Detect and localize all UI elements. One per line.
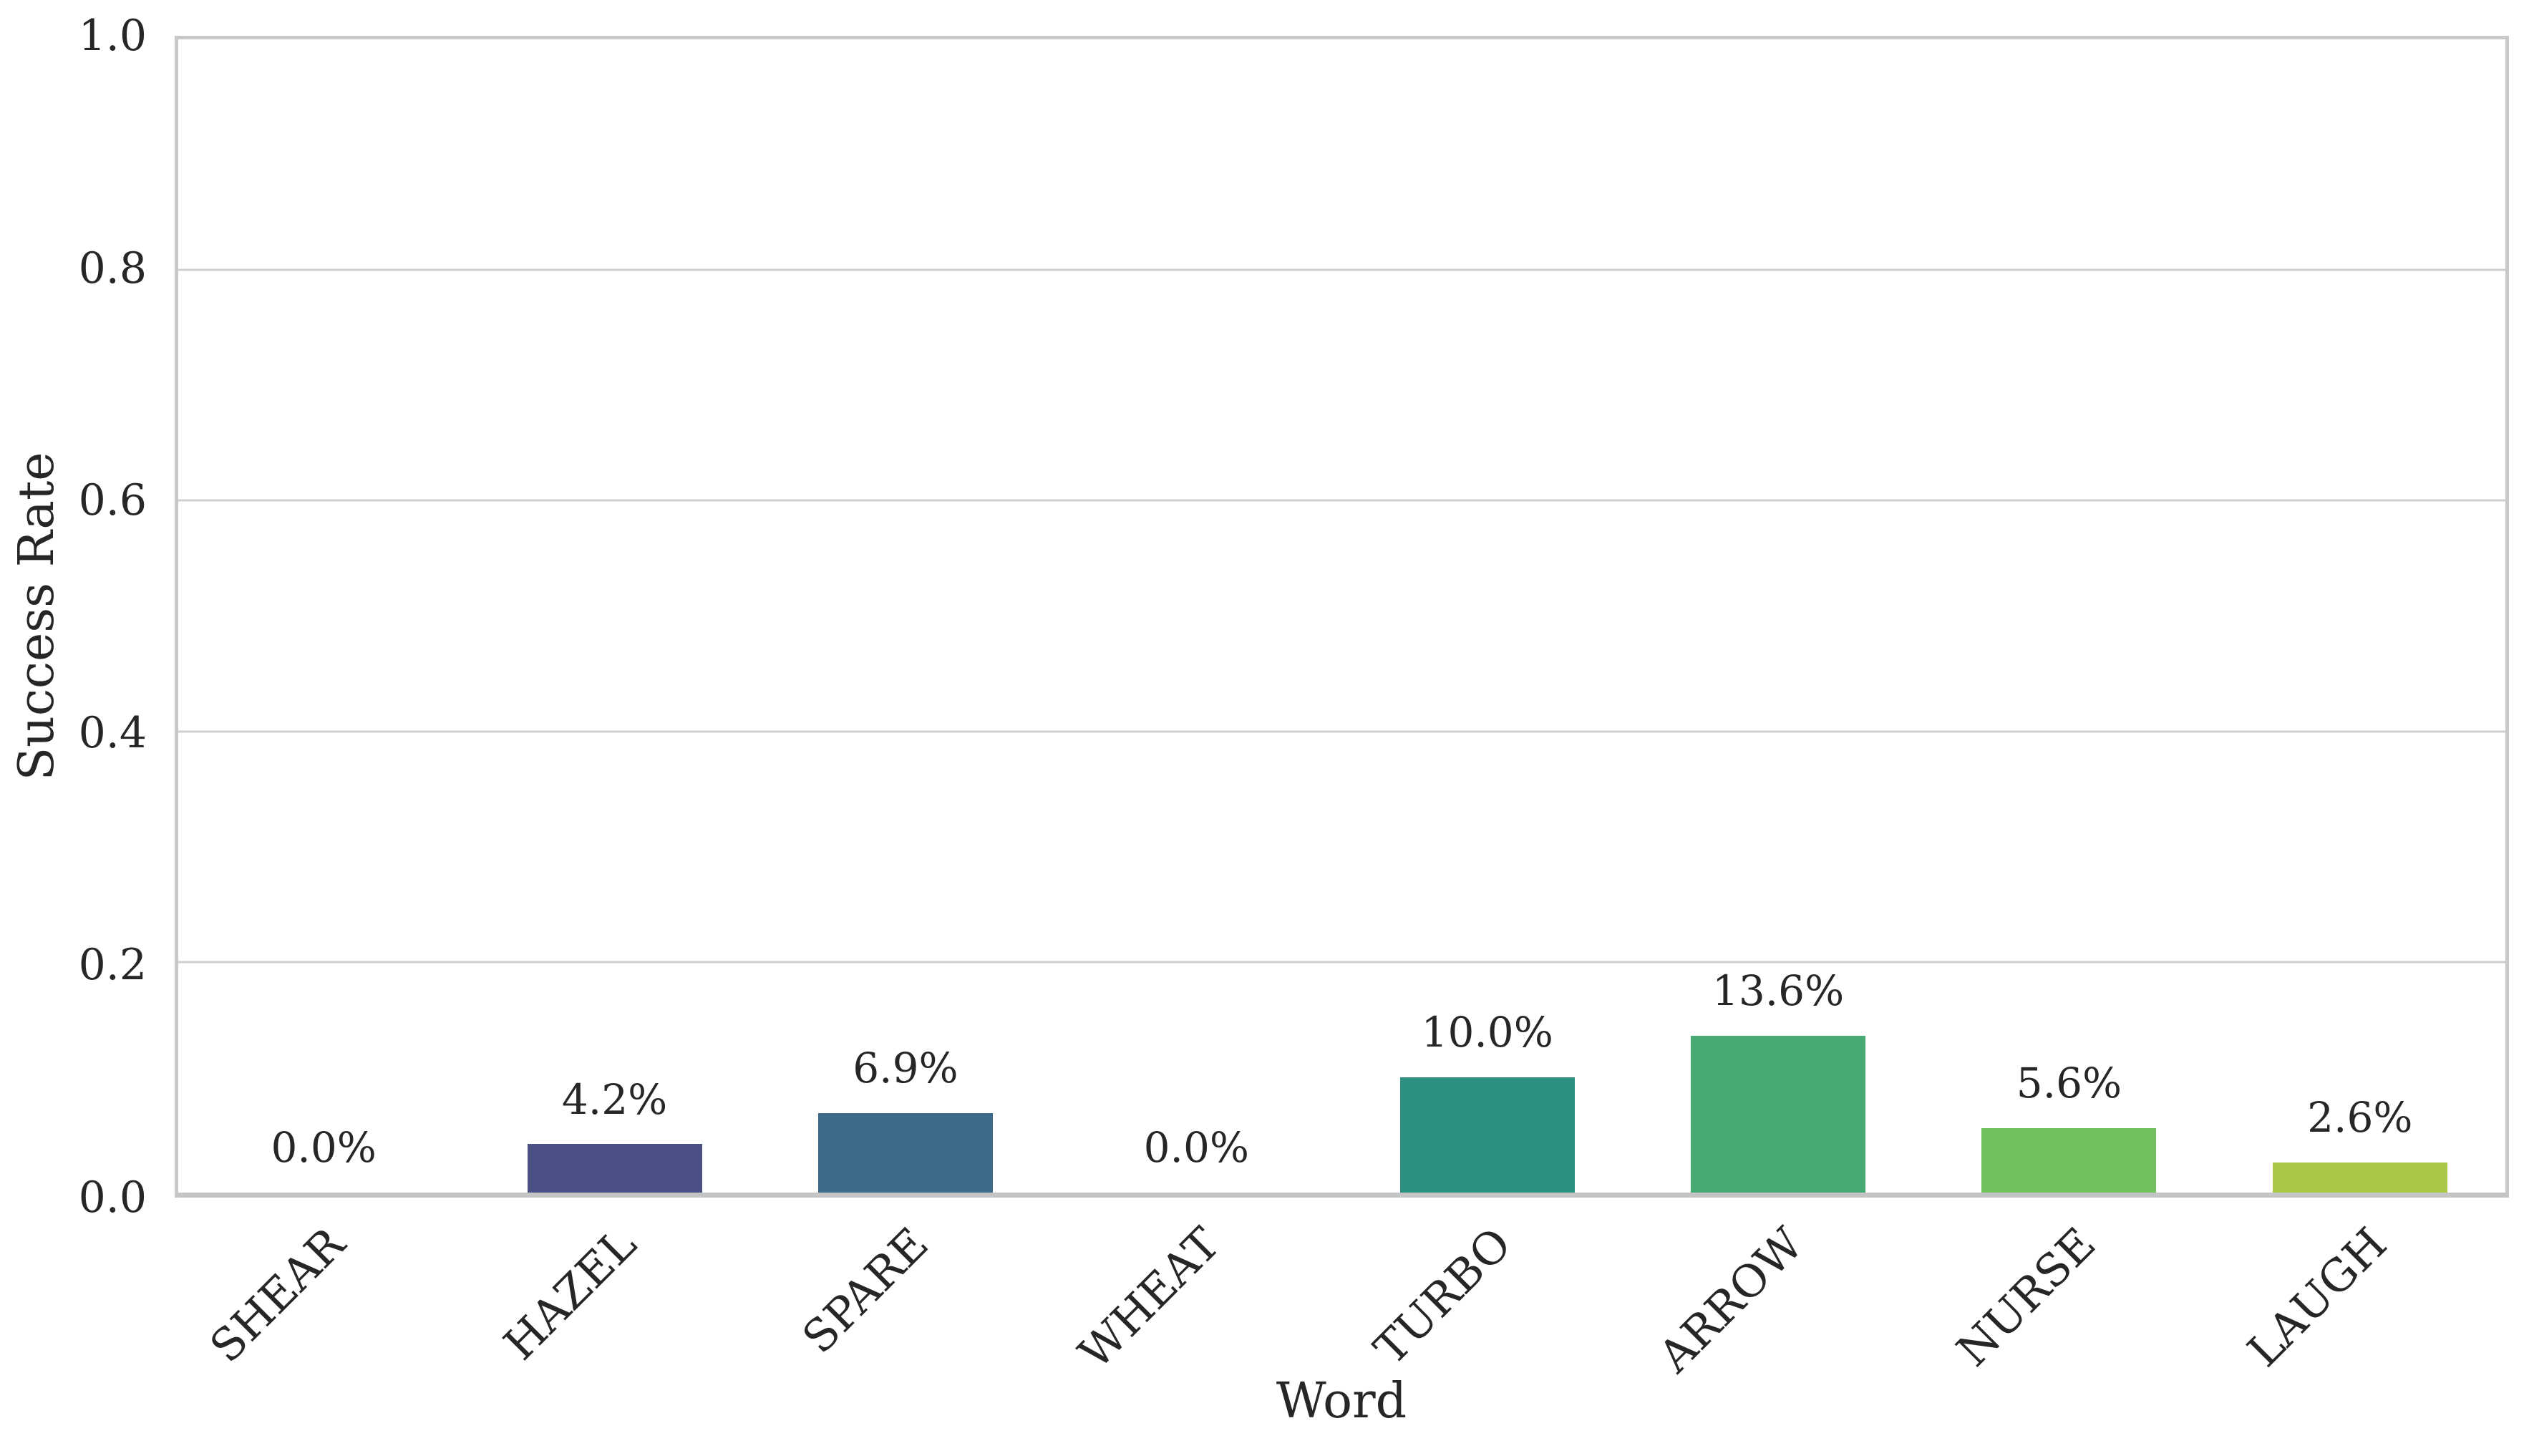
gridlines-layer bbox=[178, 39, 2505, 1193]
bar-value-label: 0.0% bbox=[1143, 1123, 1249, 1173]
x-tick-label: SPARE bbox=[792, 1217, 938, 1364]
gridline bbox=[178, 730, 2505, 733]
gridline bbox=[178, 268, 2505, 271]
plot-area: 0.0% 4.2% 6.9% 0.0% 10.0% 13.6% 5.6% 2.6% bbox=[175, 36, 2509, 1198]
bar-value-label: 10.0% bbox=[1421, 1008, 1553, 1057]
y-axis-ticks: 0.0 0.2 0.4 0.6 0.8 1.0 bbox=[0, 14, 147, 1219]
y-tick-label: 0.2 bbox=[78, 940, 147, 991]
bars-layer bbox=[178, 39, 2505, 1193]
x-tick-label: ARROW bbox=[1649, 1217, 1814, 1383]
bar-value-label: 6.9% bbox=[853, 1044, 958, 1093]
bar bbox=[1691, 1035, 1866, 1193]
bar-value-label: 13.6% bbox=[1712, 966, 1845, 1016]
bar-value-labels-layer: 0.0% 4.2% 6.9% 0.0% 10.0% 13.6% 5.6% 2.6% bbox=[178, 39, 2505, 1193]
bar-value-label: 2.6% bbox=[2307, 1093, 2413, 1142]
y-tick-label: 0.6 bbox=[78, 475, 147, 526]
y-tick-label: 0.8 bbox=[78, 243, 147, 293]
x-tick-label: WHEAT bbox=[1068, 1217, 1230, 1379]
bar-value-label: 0.0% bbox=[271, 1123, 377, 1173]
x-tick-label: LAUGH bbox=[2237, 1217, 2397, 1377]
x-tick-label: HAZEL bbox=[493, 1217, 646, 1370]
gridline bbox=[178, 961, 2505, 964]
x-axis-title: Word bbox=[1276, 1373, 1407, 1430]
bar bbox=[817, 1112, 993, 1193]
y-tick-label: 0.4 bbox=[78, 707, 147, 758]
bar bbox=[1981, 1127, 2157, 1193]
bar bbox=[2272, 1163, 2447, 1193]
x-tick-label: NURSE bbox=[1946, 1217, 2105, 1377]
y-tick-label: 1.0 bbox=[78, 11, 147, 61]
bar-value-label: 4.2% bbox=[561, 1074, 668, 1124]
y-tick-label: 0.0 bbox=[78, 1173, 147, 1223]
gridline bbox=[178, 499, 2505, 502]
x-tick-label: TURBO bbox=[1364, 1217, 1522, 1375]
bar bbox=[527, 1144, 702, 1193]
bar bbox=[1399, 1077, 1575, 1193]
bar-value-label: 5.6% bbox=[2016, 1059, 2122, 1107]
x-tick-label: SHEAR bbox=[199, 1217, 355, 1373]
